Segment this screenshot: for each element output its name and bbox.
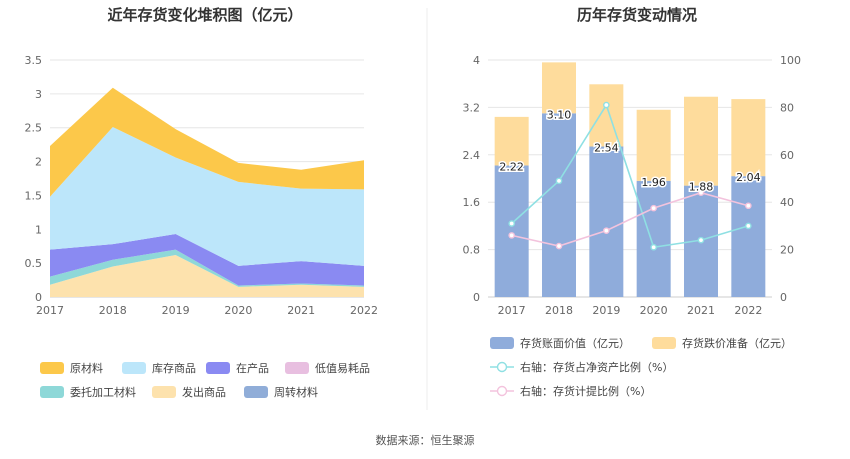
point-ratio_provision[interactable]: [555, 242, 563, 250]
point-ratio_net_assets[interactable]: [697, 236, 705, 244]
right-y-tick-label: 2.4: [463, 149, 481, 162]
left-stacked-area-chart: 0 0.5 1 1.5 2 2.5 3 3.5 2017 2018 2019 2020 2021 2022: [25, 54, 379, 317]
legend-swatch-shipped[interactable]: [152, 386, 176, 398]
point-ratio_net_assets[interactable]: [508, 220, 515, 227]
bar-data-label: 2.54: [594, 142, 619, 155]
legend-swatch-book_value[interactable]: [490, 337, 514, 349]
area-shipped: [50, 255, 364, 297]
left-y-tick-label: 3.5: [25, 54, 43, 67]
bar-impairment[interactable]: [731, 99, 766, 177]
line-ratio_provision: [511, 191, 749, 247]
legend-swatch-consigned[interactable]: [40, 386, 64, 398]
legend-marker-ratio_net_assets[interactable]: [496, 361, 508, 373]
bar-data-label: 1.96: [641, 176, 666, 189]
area-wip: [50, 234, 364, 286]
point-ratio_net_assets[interactable]: [603, 101, 610, 109]
legend-label-consigned[interactable]: 委托加工材料: [70, 385, 136, 399]
bar-impairment[interactable]: [494, 116, 529, 166]
left-y-tick-label: 0: [35, 291, 42, 304]
bar-impairment[interactable]: [589, 84, 624, 147]
right-y-tick-label: 4: [473, 54, 480, 67]
legend-label-low_value[interactable]: 低值易耗品: [315, 362, 370, 375]
left-x-tick-label: 2018: [99, 304, 127, 317]
left-x-tick-label: 2020: [224, 304, 252, 317]
bar-data-label: 3.10: [547, 108, 572, 121]
legend-label-raw_materials[interactable]: 原材料: [70, 361, 103, 375]
bar-data-label: 2.04: [736, 171, 761, 184]
left-x-tick-label: 2021: [287, 304, 315, 317]
right-y2-tick-label: 100: [780, 54, 801, 67]
legend-swatch-finished_goods[interactable]: [122, 362, 146, 374]
left-y-tick-label: 2.5: [25, 122, 43, 135]
legend-label-ratio_provision[interactable]: 右轴：存货计提比例（%）: [520, 384, 651, 398]
bar-impairment[interactable]: [636, 109, 671, 181]
right-x-tick-label: 2020: [640, 304, 668, 317]
left-y-tick-label: 1: [35, 223, 42, 236]
point-ratio_net_assets[interactable]: [745, 222, 752, 230]
legend-swatch-wip[interactable]: [206, 362, 230, 374]
legend-swatch-turnover[interactable]: [244, 386, 268, 398]
point-ratio_net_assets[interactable]: [650, 243, 657, 251]
right-legend: 存货账面价值（亿元） 存货跌价准备（亿元） 右轴：存货占净资产比例（%） 右轴：存货计…: [490, 336, 792, 398]
data-source: 数据来源：恒生聚源: [376, 433, 475, 447]
area-consigned: [50, 249, 364, 287]
bar-data-label: 2.22: [499, 160, 524, 173]
left-chart-title: 近年存货变化堆积图（亿元）: [107, 6, 302, 24]
right-y-tick-label: 0.8: [463, 244, 481, 257]
point-ratio_provision[interactable]: [508, 232, 515, 239]
point-ratio_net_assets[interactable]: [555, 177, 563, 185]
right-y2-tick-label: 0: [780, 291, 787, 304]
legend-label-book_value[interactable]: 存货账面价值（亿元）: [520, 336, 630, 350]
legend-swatch-low_value[interactable]: [285, 362, 309, 374]
bar-book-value[interactable]: [589, 146, 624, 297]
left-y-tick-label: 1.5: [25, 189, 43, 202]
right-chart-title: 历年存货变动情况: [577, 6, 697, 24]
right-x-tick-label: 2018: [545, 304, 573, 317]
right-x-tick-label: 2019: [592, 304, 620, 317]
left-y-tick-label: 3: [35, 88, 42, 101]
left-y-tick-label: 0.5: [25, 257, 43, 270]
area-raw_materials: [50, 87, 364, 197]
right-y2-tick-label: 20: [780, 244, 794, 257]
bar-data-label: 1.88: [689, 181, 714, 194]
right-y-tick-label: 1.6: [463, 196, 481, 209]
point-ratio_provision[interactable]: [650, 204, 657, 212]
line-ratio_net_assets: [511, 103, 749, 249]
right-x-tick-label: 2017: [498, 304, 526, 317]
point-ratio_provision[interactable]: [603, 227, 610, 234]
left-x-tick-label: 2019: [162, 304, 190, 317]
right-x-tick-label: 2022: [734, 304, 762, 317]
right-y2-tick-label: 40: [780, 196, 794, 209]
left-y-tick-label: 2: [35, 156, 42, 169]
right-x-tick-label: 2021: [687, 304, 715, 317]
area-finished_goods: [50, 127, 364, 266]
right-y-tick-label: 0: [473, 291, 480, 304]
left-x-tick-label: 2017: [36, 304, 64, 317]
bar-book-value[interactable]: [542, 113, 576, 297]
point-ratio_provision[interactable]: [745, 202, 752, 210]
legend-swatch-raw_materials[interactable]: [40, 362, 64, 374]
legend-label-turnover[interactable]: 周转材料: [274, 385, 318, 399]
left-x-tick-label: 2022: [350, 304, 378, 317]
bar-book-value[interactable]: [636, 180, 671, 297]
legend-label-shipped[interactable]: 发出商品: [182, 385, 226, 399]
right-y2-tick-label: 60: [780, 149, 794, 162]
right-y2-tick-label: 80: [780, 101, 794, 114]
right-y-tick-label: 3.2: [463, 101, 481, 114]
legend-marker-ratio_provision[interactable]: [496, 385, 508, 397]
legend-swatch-impairment[interactable]: [652, 337, 676, 349]
legend-label-wip[interactable]: 在产品: [236, 361, 269, 375]
bar-book-value[interactable]: [731, 176, 766, 297]
bar-impairment[interactable]: [684, 96, 718, 186]
bar-impairment[interactable]: [542, 62, 576, 114]
point-ratio_provision[interactable]: [697, 189, 705, 197]
legend-label-finished_goods[interactable]: 库存商品: [152, 361, 196, 375]
bar-book-value[interactable]: [494, 165, 529, 297]
legend-label-impairment[interactable]: 存货跌价准备（亿元）: [682, 336, 792, 350]
legend-label-ratio_net_assets[interactable]: 右轴：存货占净资产比例（%）: [520, 360, 673, 374]
